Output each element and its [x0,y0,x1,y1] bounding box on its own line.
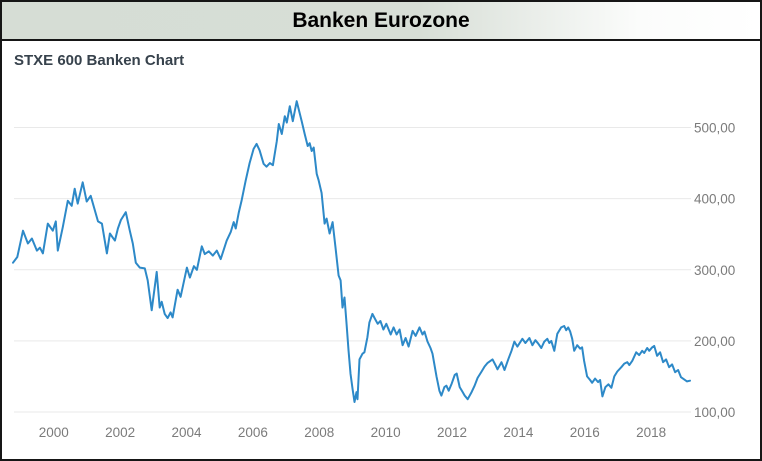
y-axis-tick-label: 200,00 [694,334,735,349]
x-axis-tick-label: 2000 [39,425,69,440]
title-bar: Banken Eurozone [2,2,760,41]
x-axis-tick-label: 2002 [105,425,135,440]
line-chart-canvas: 100,00 200,00 300,00 400,00 500,00 2000 2002 20… [12,100,735,440]
x-axis-tick-label: 2010 [371,425,401,440]
x-axis-tick-label: 2016 [570,425,600,440]
index-line-series [12,100,691,403]
y-axis-tick-label: 400,00 [694,192,735,207]
x-axis-tick-label: 2006 [238,425,268,440]
x-axis-tick-label: 2014 [503,425,534,440]
x-axis-tick-label: 2004 [172,425,203,440]
chart-subtitle: STXE 600 Banken Chart [14,52,185,69]
x-axis-tick-label: 2018 [636,425,666,440]
y-axis-tick-label: 500,00 [694,121,735,136]
x-axis-tick-label: 2012 [437,425,467,440]
page-title: Banken Eurozone [292,8,470,32]
y-axis-tick-label: 300,00 [694,263,735,278]
x-axis-tick-label: 2008 [304,425,334,440]
y-axis-tick-label: 100,00 [694,405,735,420]
chart-area: STXE 600 Banken Chart 100,00 200,00 300,00… [2,41,760,459]
